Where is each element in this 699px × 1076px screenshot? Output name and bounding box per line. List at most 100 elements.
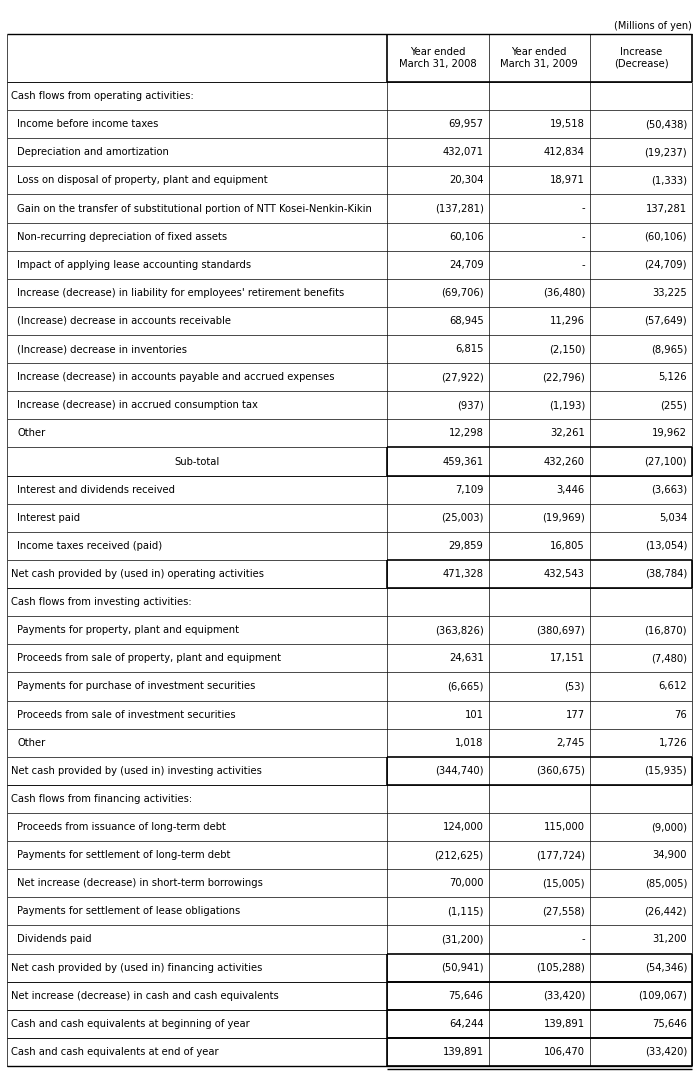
Text: (15,935): (15,935): [644, 766, 687, 776]
Text: Depreciation and amortization: Depreciation and amortization: [17, 147, 169, 157]
Text: (54,346): (54,346): [644, 963, 687, 973]
Text: (137,281): (137,281): [435, 203, 484, 213]
Text: 19,518: 19,518: [550, 119, 585, 129]
Text: (27,558): (27,558): [542, 906, 585, 917]
Text: Loss on disposal of property, plant and equipment: Loss on disposal of property, plant and …: [17, 175, 268, 185]
Text: 69,957: 69,957: [449, 119, 484, 129]
Text: Net cash provided by (used in) financing activities: Net cash provided by (used in) financing…: [11, 963, 262, 973]
Text: Interest and dividends received: Interest and dividends received: [17, 484, 175, 495]
Text: (3,663): (3,663): [651, 484, 687, 495]
Text: (7,480): (7,480): [651, 653, 687, 663]
Text: Other: Other: [17, 738, 45, 748]
Text: Income before income taxes: Income before income taxes: [17, 119, 159, 129]
Text: Payments for settlement of lease obligations: Payments for settlement of lease obligat…: [17, 906, 240, 917]
Text: (212,625): (212,625): [435, 850, 484, 860]
Text: (9,000): (9,000): [651, 822, 687, 832]
Text: 60,106: 60,106: [449, 231, 484, 242]
Text: Increase (decrease) in accounts payable and accrued expenses: Increase (decrease) in accounts payable …: [17, 372, 335, 382]
Text: Net cash provided by (used in) operating activities: Net cash provided by (used in) operating…: [11, 569, 264, 579]
Text: (937): (937): [457, 400, 484, 410]
Text: -: -: [582, 934, 585, 945]
Text: (344,740): (344,740): [435, 766, 484, 776]
Text: 459,361: 459,361: [442, 456, 484, 467]
Text: (60,106): (60,106): [644, 231, 687, 242]
Text: 75,646: 75,646: [652, 1019, 687, 1029]
Text: 432,260: 432,260: [544, 456, 585, 467]
Text: (177,724): (177,724): [536, 850, 585, 860]
Text: 64,244: 64,244: [449, 1019, 484, 1029]
Text: 11,296: 11,296: [550, 316, 585, 326]
Text: (36,480): (36,480): [542, 288, 585, 298]
Text: (109,067): (109,067): [638, 991, 687, 1001]
Text: (Increase) decrease in inventories: (Increase) decrease in inventories: [17, 344, 187, 354]
Text: 5,034: 5,034: [658, 513, 687, 523]
Text: (2,150): (2,150): [549, 344, 585, 354]
Text: (363,826): (363,826): [435, 625, 484, 635]
Text: 177: 177: [565, 709, 585, 720]
Text: 471,328: 471,328: [442, 569, 484, 579]
Text: Income taxes received (paid): Income taxes received (paid): [17, 541, 162, 551]
Text: 115,000: 115,000: [544, 822, 585, 832]
Text: 12,298: 12,298: [449, 428, 484, 438]
Text: 32,261: 32,261: [550, 428, 585, 438]
Text: 33,225: 33,225: [652, 288, 687, 298]
Text: (Increase) decrease in accounts receivable: (Increase) decrease in accounts receivab…: [17, 316, 231, 326]
Text: (15,005): (15,005): [542, 878, 585, 889]
Text: (50,941): (50,941): [441, 963, 484, 973]
Text: 34,900: 34,900: [652, 850, 687, 860]
Text: Other: Other: [17, 428, 45, 438]
Text: 3,446: 3,446: [556, 484, 585, 495]
Text: (69,706): (69,706): [441, 288, 484, 298]
Text: Net cash provided by (used in) investing activities: Net cash provided by (used in) investing…: [11, 766, 262, 776]
Text: (31,200): (31,200): [441, 934, 484, 945]
Text: (27,922): (27,922): [441, 372, 484, 382]
Text: (1,333): (1,333): [651, 175, 687, 185]
Text: Year ended
March 31, 2009: Year ended March 31, 2009: [500, 47, 578, 69]
Text: 5,126: 5,126: [658, 372, 687, 382]
Text: Payments for purchase of investment securities: Payments for purchase of investment secu…: [17, 681, 255, 692]
Text: Cash flows from investing activities:: Cash flows from investing activities:: [11, 597, 192, 607]
Text: (50,438): (50,438): [644, 119, 687, 129]
Text: 139,891: 139,891: [442, 1047, 484, 1057]
Text: Increase (decrease) in liability for employees' retirement benefits: Increase (decrease) in liability for emp…: [17, 288, 344, 298]
Text: Increase
(Decrease): Increase (Decrease): [614, 47, 668, 69]
Text: (6,665): (6,665): [447, 681, 484, 692]
Text: -: -: [582, 259, 585, 270]
Text: (380,697): (380,697): [536, 625, 585, 635]
Text: (105,288): (105,288): [536, 963, 585, 973]
Text: (13,054): (13,054): [644, 541, 687, 551]
Text: (25,003): (25,003): [441, 513, 484, 523]
Text: 70,000: 70,000: [449, 878, 484, 889]
Text: Gain on the transfer of substitutional portion of NTT Kosei-Nenkin-Kikin: Gain on the transfer of substitutional p…: [17, 203, 372, 213]
Text: (27,100): (27,100): [644, 456, 687, 467]
Text: (85,005): (85,005): [644, 878, 687, 889]
Text: (33,420): (33,420): [542, 991, 585, 1001]
Text: (8,965): (8,965): [651, 344, 687, 354]
Text: (24,709): (24,709): [644, 259, 687, 270]
Text: (26,442): (26,442): [644, 906, 687, 917]
Text: Dividends paid: Dividends paid: [17, 934, 92, 945]
Text: Cash flows from operating activities:: Cash flows from operating activities:: [11, 91, 194, 101]
Text: 76: 76: [675, 709, 687, 720]
Text: Interest paid: Interest paid: [17, 513, 80, 523]
Text: Net increase (decrease) in cash and cash equivalents: Net increase (decrease) in cash and cash…: [11, 991, 279, 1001]
Text: Non-recurring depreciation of fixed assets: Non-recurring depreciation of fixed asse…: [17, 231, 227, 242]
Text: Sub-total: Sub-total: [175, 456, 219, 467]
Text: (57,649): (57,649): [644, 316, 687, 326]
Text: Cash flows from financing activities:: Cash flows from financing activities:: [11, 794, 192, 804]
Text: 24,709: 24,709: [449, 259, 484, 270]
Text: 106,470: 106,470: [544, 1047, 585, 1057]
Text: (19,969): (19,969): [542, 513, 585, 523]
Text: (1,115): (1,115): [447, 906, 484, 917]
Text: 16,805: 16,805: [550, 541, 585, 551]
Text: Increase (decrease) in accrued consumption tax: Increase (decrease) in accrued consumpti…: [17, 400, 258, 410]
Text: 17,151: 17,151: [550, 653, 585, 663]
Text: 24,631: 24,631: [449, 653, 484, 663]
Text: Cash and cash equivalents at end of year: Cash and cash equivalents at end of year: [11, 1047, 219, 1057]
Text: (22,796): (22,796): [542, 372, 585, 382]
Text: 6,612: 6,612: [658, 681, 687, 692]
Text: 101: 101: [465, 709, 484, 720]
Text: (255): (255): [660, 400, 687, 410]
Text: (19,237): (19,237): [644, 147, 687, 157]
Text: 29,859: 29,859: [449, 541, 484, 551]
